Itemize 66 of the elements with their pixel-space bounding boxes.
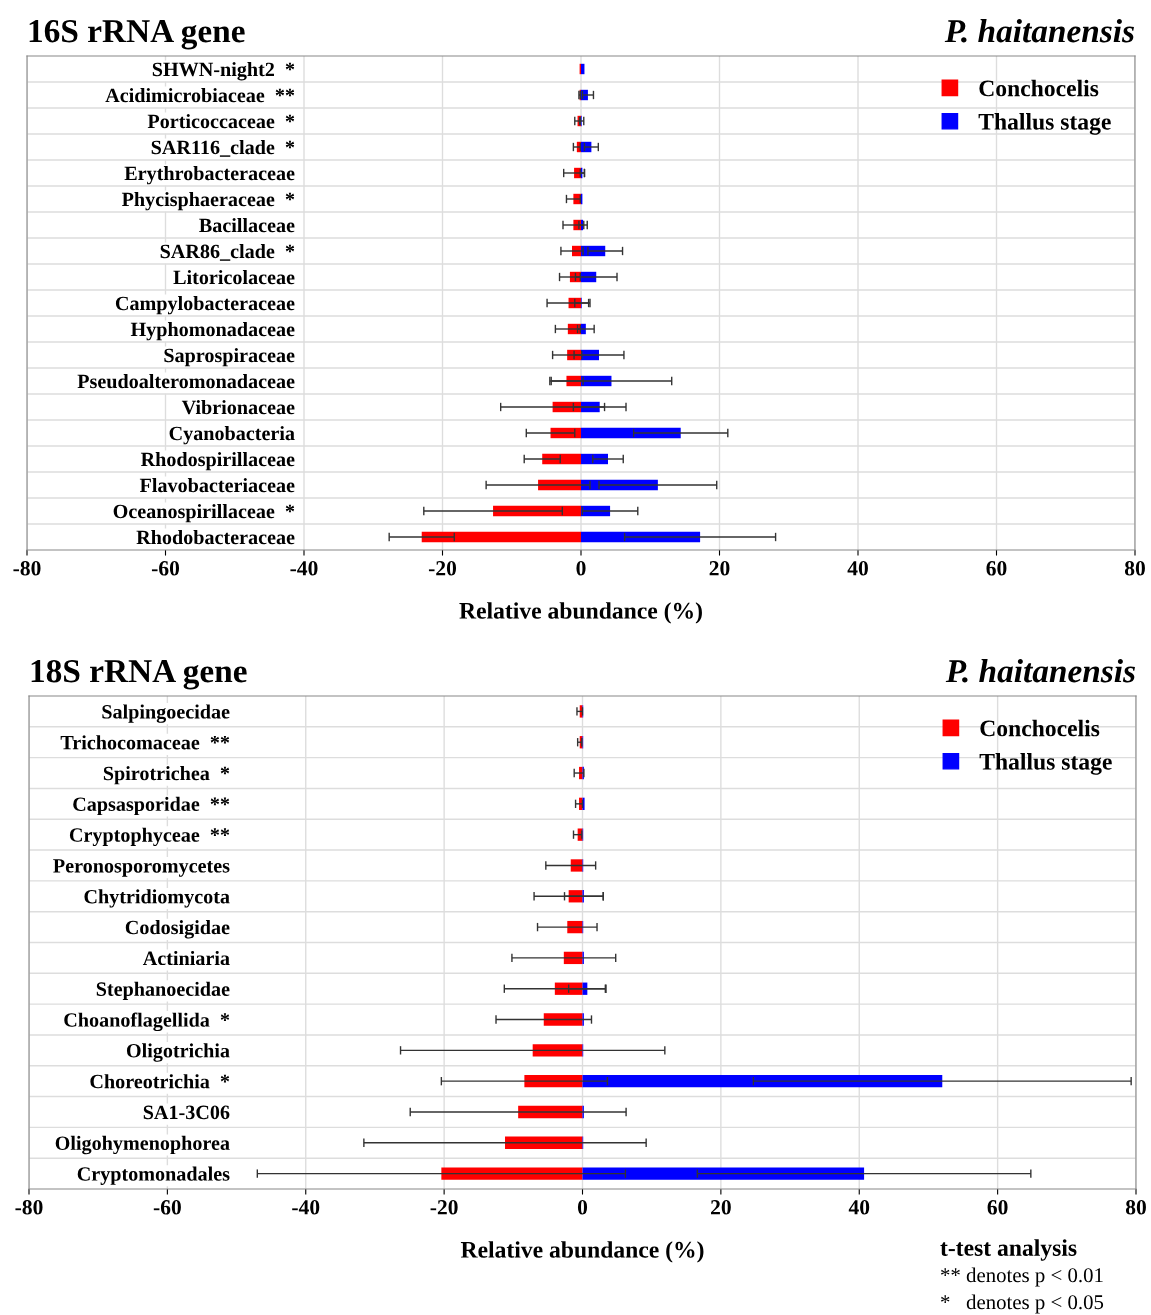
- y-tick-label: Rhodobacteraceae: [136, 530, 295, 545]
- y-tick-label: Bacillaceae: [199, 218, 295, 233]
- x-tick-label: -20: [430, 1200, 458, 1215]
- y-tick-label: Capsasporidae **: [73, 796, 230, 816]
- y-tick-label: Stephanoecidae: [96, 981, 230, 1000]
- y-tick-label: Acidimicrobiaceae **: [105, 88, 295, 103]
- chart-subtitle: P. haitanensis: [944, 18, 1134, 43]
- x-tick-label: -20: [428, 561, 457, 576]
- y-tick-label: Campylobacteraceae: [115, 296, 295, 315]
- y-tick-label: Oligotrichia: [126, 1043, 230, 1062]
- y-tick-label: Litoricolaceae: [173, 270, 295, 285]
- text: ** denotes p < 0.01: [941, 1267, 1103, 1287]
- x-tick-label: 0: [576, 561, 586, 576]
- x-tick-label: 20: [711, 1200, 731, 1215]
- y-tick-label: Cryptophyceae **: [69, 827, 230, 846]
- x-tick-label: 60: [986, 561, 1007, 576]
- y-tick-label: SAR116_clade *: [151, 140, 295, 157]
- y-tick-label: Flavobacteriaceae: [139, 478, 295, 493]
- text: t-test analysis: [940, 1239, 1077, 1261]
- x-tick-label: -80: [13, 561, 41, 576]
- x-tick-label: 80: [1124, 561, 1145, 576]
- y-tick-label: SA1-3C06: [143, 1105, 230, 1120]
- legend-label: Conchocelis: [980, 719, 1100, 737]
- x-tick-label: 40: [848, 1200, 870, 1215]
- y-tick-label: Chytridiomycota: [84, 889, 230, 908]
- x-tick-label: -80: [15, 1200, 43, 1215]
- x-tick-label: 40: [847, 561, 868, 576]
- y-tick-label: Saprospiraceae: [164, 348, 295, 367]
- x-axis-title: Relative abundance (%): [459, 602, 702, 624]
- x-tick-label: 20: [709, 561, 730, 576]
- x-tick-label: -60: [151, 561, 180, 576]
- chart-title: 16S rRNA gene: [29, 20, 245, 50]
- x-axis-title: Relative abundance (%): [460, 1241, 704, 1263]
- legend-label: Thallus stage: [979, 753, 1112, 775]
- legend-label: Conchocelis: [979, 79, 1099, 97]
- y-tick-label: Vibrionaceae: [181, 400, 295, 415]
- x-tick-label: -60: [153, 1200, 181, 1215]
- y-tick-label: Salpingoecidae: [102, 704, 230, 723]
- x-tick-label: 0: [577, 1200, 588, 1215]
- x-tick-label: 80: [1125, 1200, 1146, 1215]
- y-tick-label: SAR86_clade *: [160, 244, 295, 261]
- x-tick-label: -40: [292, 1200, 320, 1215]
- y-tick-label: Phycisphaeraceae *: [121, 192, 295, 211]
- y-tick-label: Choreotrichia *: [90, 1074, 230, 1089]
- y-tick-label: Rhodospirillaceae: [140, 452, 295, 471]
- y-tick-label: Oligohymenophorea: [55, 1135, 230, 1155]
- chart-title: 18S rRNA gene: [31, 659, 247, 690]
- legend-label: Thallus stage: [978, 113, 1111, 135]
- y-tick-label: Hyphomonadaceae: [130, 322, 295, 341]
- x-tick-label: 60: [987, 1200, 1008, 1215]
- y-tick-label: Cryptomonadales: [77, 1166, 230, 1185]
- y-tick-label: Choanoflagellida *: [64, 1012, 230, 1032]
- y-tick-label: Actiniaria: [142, 950, 230, 966]
- text: * denotes p < 0.05: [941, 1294, 1104, 1314]
- y-tick-label: Trichocomaceae **: [60, 735, 230, 750]
- y-tick-label: Erythrobacteraceae: [124, 166, 295, 185]
- y-tick-label: Codosigidae: [125, 920, 230, 939]
- y-tick-label: Cyanobacteria: [169, 426, 295, 445]
- y-tick-label: Spirotrichea *: [103, 766, 230, 785]
- y-tick-label: SHWN-night2 *: [152, 62, 295, 81]
- x-tick-label: -40: [290, 561, 318, 576]
- y-tick-label: Peronosporomycetes: [53, 859, 230, 877]
- y-tick-label: Oceanospirillaceae *: [113, 504, 295, 523]
- y-tick-label: Porticoccaceae *: [147, 114, 295, 129]
- y-tick-label: Pseudoalteromonadaceae: [77, 374, 295, 389]
- chart-subtitle: P. haitanensis: [945, 658, 1135, 683]
